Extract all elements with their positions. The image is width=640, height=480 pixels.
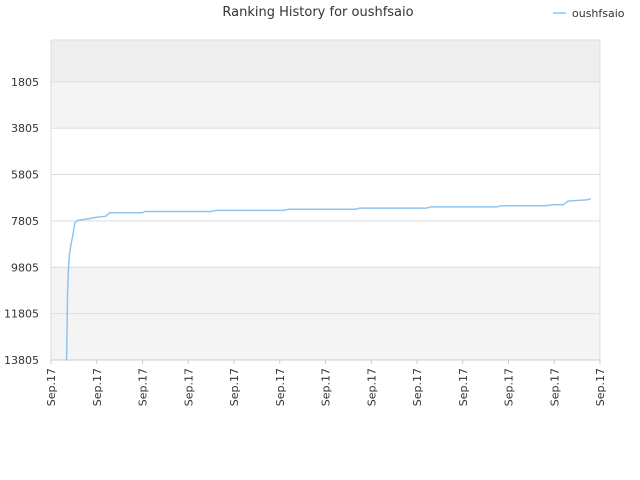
plot-band xyxy=(51,220,600,268)
plot-band xyxy=(51,313,600,360)
x-tick-label: Sep.17 xyxy=(137,368,150,406)
plot-band xyxy=(51,267,600,314)
y-axis: 1805 3805 5805 7805 9805 11805 13805 xyxy=(4,76,39,367)
series-group xyxy=(65,198,592,361)
plot-band xyxy=(51,174,600,221)
gridlines xyxy=(50,39,601,361)
x-tick-label: Sep.17 xyxy=(548,368,561,406)
plot-band xyxy=(51,81,600,129)
legend-label: oushfsaio xyxy=(572,7,625,20)
chart-title: Ranking History for oushfsaio xyxy=(222,5,413,20)
legend: oushfsaio xyxy=(553,7,625,20)
plot-band xyxy=(51,128,600,175)
y-tick-label: 3805 xyxy=(11,122,39,135)
x-tick-label: Sep.17 xyxy=(411,368,424,406)
x-tick-label: Sep.17 xyxy=(228,368,241,406)
y-tick-label: 7805 xyxy=(11,215,39,228)
x-tick-label: Sep.17 xyxy=(503,368,516,406)
x-tick-label: Sep.17 xyxy=(457,368,470,406)
y-tick-label: 5805 xyxy=(11,169,39,182)
x-tick-label: Sep.17 xyxy=(182,368,195,406)
x-tick-label: Sep.17 xyxy=(274,368,287,406)
x-axis: Sep.17 Sep.17 Sep.17 Sep.17 Sep.17 Sep.17 Sep.… xyxy=(45,359,607,406)
y-tick-label: 9805 xyxy=(11,261,39,274)
x-tick-label: Sep.17 xyxy=(365,368,378,406)
series-line-oushfsaio xyxy=(65,198,592,361)
plot-background xyxy=(51,40,600,360)
x-tick-label: Sep.17 xyxy=(594,368,607,406)
x-tick-label: Sep.17 xyxy=(45,368,58,406)
y-tick-label: 1805 xyxy=(11,76,39,89)
plot-band xyxy=(51,40,600,82)
y-tick-label: 11805 xyxy=(4,308,39,321)
x-tick-label: Sep.17 xyxy=(91,368,104,406)
y-tick-label: 13805 xyxy=(4,354,39,367)
x-tick-label: Sep.17 xyxy=(320,368,333,406)
